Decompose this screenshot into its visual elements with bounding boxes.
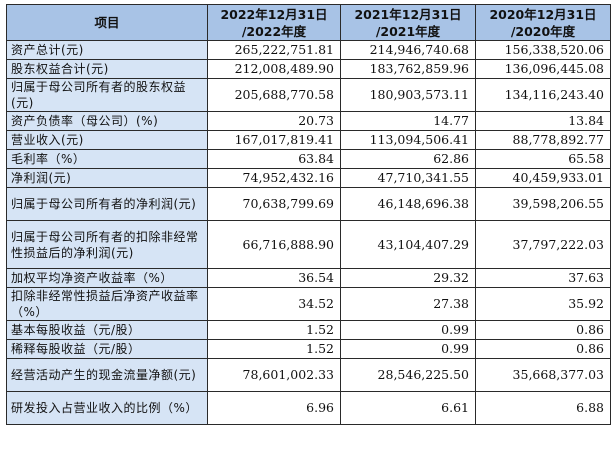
row-label: 研发投入占营业收入的比例（%） <box>6 391 208 425</box>
table-row: 研发投入占营业收入的比例（%） 6.96 6.61 6.88 <box>6 391 611 425</box>
value-2022: 6.96 <box>207 391 341 425</box>
row-label: 归属于母公司所有者的净利润(元) <box>6 187 208 221</box>
row-label: 净利润(元) <box>6 168 208 188</box>
header-2022: 2022年12月31日 /2022年度 <box>207 4 341 41</box>
value-2021: 14.77 <box>340 111 476 131</box>
value-2020: 6.88 <box>475 391 611 425</box>
value-2021: 0.99 <box>340 320 476 340</box>
header-2022-year: /2022年度 <box>241 23 307 39</box>
value-2022: 78,601,002.33 <box>207 358 341 392</box>
row-label: 股东权益合计(元) <box>6 59 208 79</box>
value-2022: 205,688,770.58 <box>207 78 341 112</box>
value-2021: 47,710,341.55 <box>340 168 476 188</box>
value-2020: 13.84 <box>475 111 611 131</box>
table-row: 资产总计(元) 265,222,751.81 214,946,740.68 15… <box>6 40 611 60</box>
header-2020-date: 2020年12月31日 <box>489 6 597 22</box>
value-2022: 212,008,489.90 <box>207 59 341 79</box>
value-2022: 36.54 <box>207 268 341 288</box>
value-2021: 0.99 <box>340 339 476 359</box>
financial-data-table: 项目 2022年12月31日 /2022年度 2021年12月31日 /2021… <box>6 4 611 425</box>
row-label: 毛利率（%） <box>6 149 208 169</box>
row-label: 资产负债率（母公司）(%) <box>6 111 208 131</box>
value-2022: 1.52 <box>207 320 341 340</box>
table-row: 稀释每股收益（元/股） 1.52 0.99 0.86 <box>6 339 611 359</box>
value-2020: 0.86 <box>475 320 611 340</box>
value-2020: 39,598,206.55 <box>475 187 611 221</box>
table-row: 经营活动产生的现金流量净额(元) 78,601,002.33 28,546,22… <box>6 358 611 392</box>
value-2022: 74,952,432.16 <box>207 168 341 188</box>
table-row: 资产负债率（母公司）(%) 20.73 14.77 13.84 <box>6 111 611 131</box>
value-2022: 1.52 <box>207 339 341 359</box>
table-row: 净利润(元) 74,952,432.16 47,710,341.55 40,45… <box>6 168 611 188</box>
value-2022: 70,638,799.69 <box>207 187 341 221</box>
value-2022: 66,716,888.90 <box>207 220 341 269</box>
value-2022: 20.73 <box>207 111 341 131</box>
value-2022: 265,222,751.81 <box>207 40 341 60</box>
header-item: 项目 <box>6 4 208 41</box>
value-2020: 88,778,892.77 <box>475 130 611 150</box>
value-2020: 40,459,933.01 <box>475 168 611 188</box>
table-row: 毛利率（%） 63.84 62.86 65.58 <box>6 149 611 169</box>
value-2020: 37.63 <box>475 268 611 288</box>
value-2020: 35.92 <box>475 287 611 321</box>
value-2021: 62.86 <box>340 149 476 169</box>
table-row: 归属于母公司所有者的净利润(元) 70,638,799.69 46,148,69… <box>6 187 611 221</box>
row-label: 经营活动产生的现金流量净额(元) <box>6 358 208 392</box>
value-2022: 34.52 <box>207 287 341 321</box>
value-2020: 136,096,445.08 <box>475 59 611 79</box>
table-header-row: 项目 2022年12月31日 /2022年度 2021年12月31日 /2021… <box>6 4 611 41</box>
value-2022: 63.84 <box>207 149 341 169</box>
value-2022: 167,017,819.41 <box>207 130 341 150</box>
header-2022-date: 2022年12月31日 <box>220 6 328 22</box>
row-label: 归属于母公司所有者的股东权益(元) <box>6 78 208 112</box>
row-label: 归属于母公司所有者的扣除非经常性损益后的净利润(元) <box>6 220 208 269</box>
value-2021: 183,762,859.96 <box>340 59 476 79</box>
value-2021: 28,546,225.50 <box>340 358 476 392</box>
value-2021: 29.32 <box>340 268 476 288</box>
value-2021: 180,903,573.11 <box>340 78 476 112</box>
table-row: 股东权益合计(元) 212,008,489.90 183,762,859.96 … <box>6 59 611 79</box>
value-2021: 113,094,506.41 <box>340 130 476 150</box>
table-row: 基本每股收益（元/股） 1.52 0.99 0.86 <box>6 320 611 340</box>
header-2020-year: /2020年度 <box>510 23 576 39</box>
value-2020: 156,338,520.06 <box>475 40 611 60</box>
header-2020: 2020年12月31日 /2020年度 <box>475 4 611 41</box>
value-2020: 65.58 <box>475 149 611 169</box>
row-label: 基本每股收益（元/股） <box>6 320 208 340</box>
header-2021-date: 2021年12月31日 <box>354 6 462 22</box>
table-row: 扣除非经常性损益后净资产收益率（%） 34.52 27.38 35.92 <box>6 287 611 321</box>
header-2021-year: /2021年度 <box>375 23 441 39</box>
value-2020: 134,116,243.40 <box>475 78 611 112</box>
value-2021: 43,104,407.29 <box>340 220 476 269</box>
value-2021: 27.38 <box>340 287 476 321</box>
header-2021: 2021年12月31日 /2021年度 <box>340 4 476 41</box>
row-label: 稀释每股收益（元/股） <box>6 339 208 359</box>
value-2021: 214,946,740.68 <box>340 40 476 60</box>
value-2020: 37,797,222.03 <box>475 220 611 269</box>
row-label: 加权平均净资产收益率（%） <box>6 268 208 288</box>
table-row: 加权平均净资产收益率（%） 36.54 29.32 37.63 <box>6 268 611 288</box>
row-label: 营业收入(元) <box>6 130 208 150</box>
row-label: 资产总计(元) <box>6 40 208 60</box>
value-2020: 35,668,377.03 <box>475 358 611 392</box>
table-row: 归属于母公司所有者的扣除非经常性损益后的净利润(元) 66,716,888.90… <box>6 220 611 269</box>
table-row: 营业收入(元) 167,017,819.41 113,094,506.41 88… <box>6 130 611 150</box>
table-row: 归属于母公司所有者的股东权益(元) 205,688,770.58 180,903… <box>6 78 611 112</box>
row-label: 扣除非经常性损益后净资产收益率（%） <box>6 287 208 321</box>
value-2020: 0.86 <box>475 339 611 359</box>
value-2021: 46,148,696.38 <box>340 187 476 221</box>
value-2021: 6.61 <box>340 391 476 425</box>
